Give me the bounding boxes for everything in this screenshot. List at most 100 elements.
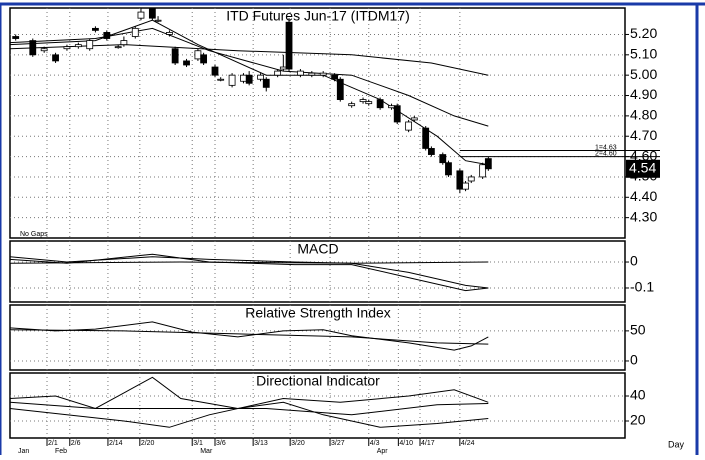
month-label: Mar xyxy=(200,448,213,455)
x-tick-label: 2/6 xyxy=(71,440,81,447)
note: No Gaps xyxy=(20,231,48,238)
y-tick-label: 20 xyxy=(630,412,646,428)
candle-body xyxy=(348,103,356,107)
candle-body xyxy=(365,101,373,105)
y-tick-label: 5.00 xyxy=(630,66,657,82)
candle-body xyxy=(114,46,122,49)
y-tick-label: 4.40 xyxy=(630,188,657,204)
candle-body xyxy=(217,78,225,81)
y-tick-label: 40 xyxy=(630,387,646,403)
line-series xyxy=(9,389,489,428)
panel-title: ITD Futures Jun-17 (ITDM17) xyxy=(226,8,410,24)
y-tick-label: 4.60 xyxy=(630,147,657,163)
month-label: Apr xyxy=(377,448,389,455)
candle-body xyxy=(285,21,293,70)
candle-body xyxy=(63,46,71,50)
line-series xyxy=(9,19,489,166)
y-tick-label: 4.80 xyxy=(630,107,657,123)
candle-body xyxy=(200,54,208,64)
candle-body xyxy=(279,66,287,70)
x-tick-label: 4/24 xyxy=(461,440,475,447)
candle-body xyxy=(393,105,401,123)
candle-body xyxy=(52,54,59,62)
candle-body xyxy=(467,176,475,182)
x-tick-label: 2/20 xyxy=(141,440,155,447)
month-label: Feb xyxy=(55,448,67,455)
candle-body xyxy=(103,32,111,39)
candle-body xyxy=(439,154,447,164)
month-label: Jan xyxy=(18,448,29,455)
y-tick-label: -0.1 xyxy=(630,279,654,295)
candle-body xyxy=(29,40,37,56)
candle-body xyxy=(319,72,327,76)
panel-frame xyxy=(9,7,626,239)
y-tick-label: 4.90 xyxy=(630,86,657,102)
x-tick-label: 4/10 xyxy=(399,440,413,447)
y-tick-label: 5.20 xyxy=(630,25,657,41)
x-tick-label: 2/14 xyxy=(109,440,123,447)
candle-body xyxy=(228,74,236,86)
panel-frame xyxy=(9,304,626,371)
candle-body xyxy=(388,105,395,109)
level-label: 1=4.63 xyxy=(595,144,617,151)
x-tick-label: 4/3 xyxy=(370,440,380,447)
candle-body xyxy=(245,74,253,84)
line-series xyxy=(9,321,489,351)
candle-body xyxy=(74,44,82,48)
candle-body xyxy=(297,70,304,76)
candle-body xyxy=(92,27,99,31)
y-tick-label: 50 xyxy=(630,322,646,338)
candle-body xyxy=(120,40,128,46)
last-price-box xyxy=(626,159,660,178)
line-series xyxy=(9,256,489,289)
last-price-label: 4.54 xyxy=(629,159,656,175)
candle-body xyxy=(257,74,264,80)
x-tick-label: 4/17 xyxy=(421,440,435,447)
panel-frame xyxy=(9,240,626,303)
candle-body xyxy=(183,60,190,66)
candle-body xyxy=(484,158,492,170)
y-tick-label: 0 xyxy=(630,352,638,368)
line-series xyxy=(9,261,489,264)
candle-body xyxy=(131,27,139,37)
level-label: 2=4.60 xyxy=(595,150,617,157)
x-tick-label: 3/20 xyxy=(291,440,305,447)
x-tick-label: 2/1 xyxy=(48,440,58,447)
panel-title: Relative Strength Index xyxy=(245,305,391,321)
candle-body xyxy=(154,19,162,22)
candle-body xyxy=(462,182,469,190)
x-tick-label: 3/27 xyxy=(331,440,345,447)
candle-body xyxy=(331,74,338,80)
panel-title: Directional Indicator xyxy=(256,373,380,389)
y-tick-label: 4.70 xyxy=(630,127,657,143)
candle-body xyxy=(137,11,145,19)
x-tick-label: 3/13 xyxy=(254,440,268,447)
candle-body xyxy=(308,72,316,76)
line-series xyxy=(9,329,489,345)
line-series xyxy=(9,401,489,416)
candle-body xyxy=(211,66,219,76)
candle-body xyxy=(12,36,20,39)
y-tick-label: 0 xyxy=(630,253,638,269)
candle-body xyxy=(166,32,173,35)
candle-body xyxy=(262,78,270,88)
x-tick-label: 3/1 xyxy=(193,440,203,447)
candle-body xyxy=(240,74,247,82)
panel-title: MACD xyxy=(297,241,338,257)
candle-body xyxy=(456,170,464,190)
candle-body xyxy=(427,148,435,155)
candle-body xyxy=(274,70,282,76)
candle-body xyxy=(405,121,413,131)
candle-body xyxy=(410,117,418,121)
candle-body xyxy=(445,162,452,176)
candle-body xyxy=(40,48,48,52)
candle-body xyxy=(194,50,202,60)
candle-body xyxy=(148,7,156,19)
line-series xyxy=(9,27,489,127)
candle-body xyxy=(359,99,367,103)
candle-body xyxy=(422,127,430,149)
x-axis-label: Day xyxy=(668,439,685,449)
candle-body xyxy=(479,164,487,178)
line-series xyxy=(9,44,489,76)
